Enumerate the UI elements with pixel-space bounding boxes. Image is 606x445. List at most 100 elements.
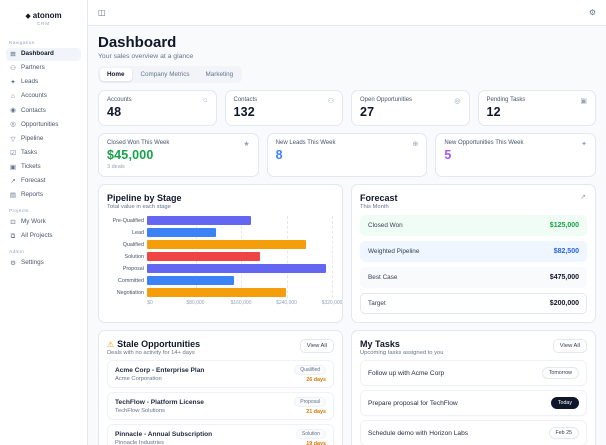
stale-opportunity-row[interactable]: Pinnacle - Annual Subscription Pinnacle … [107, 424, 334, 445]
stat-card-contacts[interactable]: Contacts ⚇ 132 [224, 90, 343, 126]
building-icon: ⌂ [203, 97, 208, 104]
chart-bar-track [147, 288, 332, 297]
stat-card-accounts[interactable]: Accounts ⌂ 48 [98, 90, 217, 126]
chart-bar[interactable] [147, 216, 252, 225]
chart-bar[interactable] [147, 240, 306, 249]
stat-value: 48 [107, 105, 122, 119]
sidebar-item-settings[interactable]: ⚙ Settings [6, 257, 81, 270]
sidebar-item-label: Dashboard [21, 50, 54, 58]
opportunity-name: TechFlow - Platform License [115, 398, 204, 406]
forecast-panel: Forecast This Month ↗ Closed Won $125,00… [351, 184, 596, 323]
forecast-row-value: $200,000 [549, 300, 579, 307]
sidebar-item-accounts[interactable]: ⌂ Accounts [6, 90, 81, 103]
forecast-subtitle: This Month [360, 204, 389, 210]
chart-x-tick: $160,000 [230, 300, 252, 306]
stat-card-new-leads-week[interactable]: New Leads This Week ⊕ 8 [266, 133, 428, 177]
sidebar-item-label: Forecast [21, 176, 46, 184]
stale-opportunities-panel: ⚠ Stale Opportunities Deals with no acti… [98, 330, 343, 445]
sidebar-item-opportunities[interactable]: ◎ Opportunities [6, 118, 81, 131]
chart-row: Lead [107, 228, 334, 237]
sidebar-item-my-work[interactable]: ⊡ My Work [6, 216, 81, 229]
forecast-row-best-case[interactable]: Best Case $475,000 [360, 267, 587, 288]
task-due-badge: Today [550, 397, 579, 409]
target-icon: ◎ [454, 98, 461, 105]
stale-title: Stale Opportunities [117, 339, 201, 349]
tasks-title: My Tasks [360, 339, 400, 349]
tab-company-metrics[interactable]: Company Metrics [140, 71, 190, 78]
sidebar-item-label: Settings [21, 259, 44, 267]
bottom-panels: ⚠ Stale Opportunities Deals with no acti… [98, 330, 596, 445]
chart-category-label: Committed [117, 277, 144, 284]
sparkles-icon: ✦ [581, 141, 587, 148]
dashboard-icon: ⊞ [10, 51, 16, 58]
my-tasks-panel: My Tasks Upcoming tasks assigned to you … [351, 330, 596, 445]
task-row[interactable]: Prepare proposal for TechFlow Today [360, 390, 587, 416]
chart-category-label: Negotiation [116, 289, 144, 296]
sidebar-item-contacts[interactable]: ◉ Contacts [6, 104, 81, 117]
dashboard-tabs: Home Company Metrics Marketing [98, 66, 243, 83]
sidebar-item-label: Pipeline [21, 134, 44, 142]
stat-value: 132 [233, 105, 255, 119]
chart-x-tick: $240,000 [276, 300, 297, 306]
tab-marketing[interactable]: Marketing [205, 71, 234, 78]
chart-category-label: Proposal [122, 265, 144, 272]
settings-icon[interactable]: ⚙ [588, 8, 596, 17]
trophy-icon: ★ [243, 141, 250, 148]
forecast-row-target[interactable]: Target $200,000 [360, 293, 587, 314]
opportunity-name: Acme Corp - Enterprise Plan [115, 366, 205, 374]
opportunity-name: Pinnacle - Annual Subscription [115, 430, 213, 438]
stale-opportunity-row[interactable]: TechFlow - Platform License TechFlow Sol… [107, 392, 334, 420]
forecast-row-label: Target [368, 300, 386, 307]
chart-bar[interactable] [147, 288, 286, 297]
chart-row: Proposal [107, 264, 334, 273]
task-title: Follow up with Acme Corp [368, 369, 445, 377]
stat-label: New Leads This Week [275, 140, 336, 146]
stat-card-new-opportunities-week[interactable]: New Opportunities This Week ✦ 5 [435, 133, 596, 177]
sidebar-item-reports[interactable]: ▤ Reports [6, 189, 81, 202]
tab-home[interactable]: Home [100, 68, 132, 81]
sidebar-section-label-navigation: Navigation [9, 41, 35, 46]
sidebar-item-label: Partners [21, 64, 45, 72]
sidebar-item-forecast[interactable]: ↗ Forecast [6, 175, 81, 188]
forecast-row-value: $125,000 [549, 222, 579, 229]
stat-value: 8 [275, 148, 283, 162]
forecast-row-closed-won[interactable]: Closed Won $125,000 [360, 215, 587, 236]
chart-row: Pre-Qualified [107, 216, 334, 225]
chart-bar[interactable] [147, 228, 217, 237]
sidebar-item-partners[interactable]: ⚇ Partners [6, 62, 81, 75]
stat-card-open-opportunities[interactable]: Open Opportunities ◎ 27 [351, 90, 470, 126]
forecast-row-weighted-pipeline[interactable]: Weighted Pipeline $82,500 [360, 241, 587, 262]
stat-label: Pending Tasks [486, 97, 526, 103]
opportunity-company: Acme Corporation [115, 375, 162, 382]
chart-bar[interactable] [147, 252, 260, 261]
sidebar-item-label: Contacts [21, 106, 46, 114]
sidebar-item-tasks[interactable]: ☑ Tasks [6, 147, 81, 160]
sidebar-item-tickets[interactable]: ▣ Tickets [6, 161, 81, 174]
tickets-icon: ▣ [9, 163, 17, 171]
tasks-view-all-button[interactable]: View All [552, 339, 587, 353]
chart-bar[interactable] [147, 276, 234, 285]
task-row[interactable]: Follow up with Acme Corp Tomorrow [360, 360, 587, 386]
sidebar-item-leads[interactable]: ✦ Leads [6, 76, 81, 89]
chart-bar[interactable] [147, 264, 327, 273]
stat-label: New Opportunities This Week [444, 140, 524, 146]
stat-card-closed-won-week[interactable]: Closed Won This Week ★ $45,000 3 deals [98, 133, 259, 177]
sidebar-item-label: Reports [21, 191, 44, 199]
forecast-row-value: $82,500 [553, 248, 579, 255]
sidebar-item-pipeline[interactable]: ▽ Pipeline [6, 133, 81, 146]
stale-view-all-button[interactable]: View All [299, 339, 334, 353]
sidebar-item-dashboard[interactable]: ⊞ Dashboard [6, 48, 81, 62]
sidebar-item-all-projects[interactable]: ⧉ All Projects [6, 230, 81, 243]
forecast-title: Forecast [360, 193, 398, 203]
chart-x-axis: $0 $80,000 $160,000 $240,000 $320,000 [147, 300, 342, 308]
task-row[interactable]: Schedule demo with Horizon Labs Feb 25 [360, 420, 587, 445]
warning-icon: ⚠ [107, 339, 115, 349]
forecast-row-value: $475,000 [549, 274, 579, 281]
panel-toggle-icon[interactable]: ◫ [98, 8, 106, 17]
chart-gridline [332, 216, 333, 298]
stale-opportunity-row[interactable]: Acme Corp - Enterprise Plan Acme Corpora… [107, 360, 334, 388]
stale-days: 26 days [306, 377, 326, 383]
stat-card-pending-tasks[interactable]: Pending Tasks ▣ 12 [477, 90, 596, 126]
stage-badge: Solution [295, 429, 326, 439]
